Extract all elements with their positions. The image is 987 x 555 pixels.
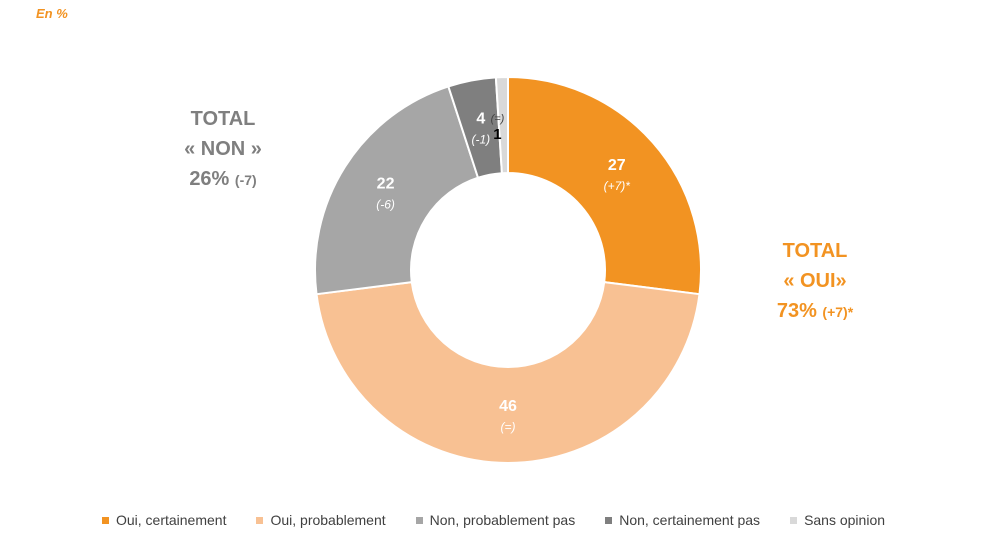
change-label-oui-probablement: (=) <box>501 420 516 434</box>
slice-oui-probablement <box>315 281 701 464</box>
slice-sans-opinion <box>494 75 509 175</box>
value-label-sans-opinion: 1 <box>493 126 501 143</box>
donut-slices <box>314 75 702 464</box>
change-label-sans-opinion: (=) <box>491 113 505 125</box>
slice-non-probablement-pas <box>314 85 480 296</box>
legend-label: Sans opinion <box>804 512 886 528</box>
total-non-value-line: 26% (-7) <box>148 164 298 195</box>
legend-item-non-probablement-pas: Non, probablement pas <box>415 512 576 528</box>
donut-chart: 27(+7)*46(=)22(-6)4(-1) 1(=) <box>314 75 702 464</box>
total-oui-label: « OUI» <box>783 270 847 292</box>
value-label-non-probablement-pas: 22 <box>377 175 395 192</box>
total-non-change: (-7) <box>234 172 257 188</box>
total-oui-value-line: 73% (+7)* <box>740 296 890 327</box>
change-label-oui-certainement: (+7)* <box>604 179 631 193</box>
total-non-title: TOTAL <box>190 108 256 130</box>
legend-label: Non, probablement pas <box>429 512 576 528</box>
legend-swatch <box>101 516 109 524</box>
slice-oui-certainement <box>507 75 702 296</box>
value-label-oui-certainement: 27 <box>608 157 626 174</box>
unit-label: En % <box>36 6 68 21</box>
legend-label: Oui, certainement <box>115 512 227 528</box>
total-non-annotation: TOTAL « NON » 26% (-7) <box>148 104 298 195</box>
donut-labels: 27(+7)*46(=)22(-6)4(-1) 1(=) <box>376 111 630 434</box>
legend-swatch <box>415 516 423 524</box>
legend-label: Non, certainement pas <box>619 512 761 528</box>
chart-legend: Oui, certainement Oui, probablement Non, p… <box>0 512 987 528</box>
legend-label: Oui, probablement <box>270 512 386 528</box>
legend-swatch <box>605 516 613 524</box>
value-label-oui-probablement: 46 <box>499 398 517 415</box>
legend-item-oui-probablement: Oui, probablement <box>256 512 386 528</box>
legend-item-sans-opinion: Sans opinion <box>790 512 885 528</box>
legend-item-oui-certainement: Oui, certainement <box>101 512 227 528</box>
total-non-value: 26% <box>189 168 230 190</box>
change-label-non-certainement-pas: (-1) <box>471 133 490 147</box>
total-oui-change: (+7)* <box>822 304 854 320</box>
total-non-label: « NON » <box>184 138 262 160</box>
total-oui-value: 73% <box>776 300 817 322</box>
change-label-non-probablement-pas: (-6) <box>376 197 395 211</box>
legend-swatch <box>790 516 798 524</box>
value-label-non-certainement-pas: 4 <box>476 111 485 128</box>
total-oui-title: TOTAL <box>782 240 848 262</box>
legend-swatch <box>256 516 264 524</box>
total-oui-annotation: TOTAL « OUI» 73% (+7)* <box>740 236 890 327</box>
legend-item-non-certainement-pas: Non, certainement pas <box>605 512 760 528</box>
